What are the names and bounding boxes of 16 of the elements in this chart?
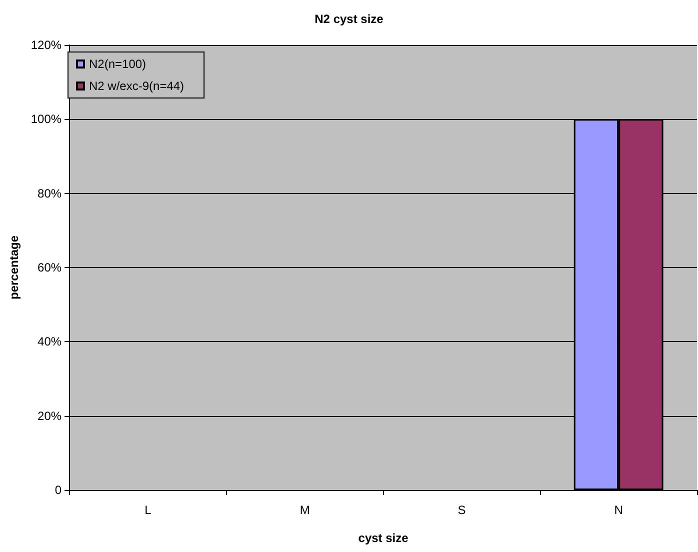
y-tick-label: 20% bbox=[38, 408, 62, 423]
x-tick-label: L bbox=[144, 503, 152, 517]
y-tick-label: 100% bbox=[30, 112, 62, 126]
y-axis-title: percentage bbox=[7, 235, 21, 300]
x-tick-label: N bbox=[614, 503, 623, 517]
y-tick-label: 60% bbox=[38, 260, 62, 274]
legend-label: N2 w/exc-9(n=44) bbox=[89, 79, 184, 93]
x-axis-title: cyst size bbox=[358, 531, 409, 545]
legend-label: N2(n=100) bbox=[89, 57, 146, 71]
y-tick-label: 120% bbox=[30, 38, 62, 52]
x-tick-label: S bbox=[458, 503, 466, 517]
y-tick-label: 0 bbox=[54, 483, 62, 497]
y-tick-label: 80% bbox=[38, 186, 62, 200]
x-tick-label: M bbox=[300, 503, 310, 517]
y-tick-label: 40% bbox=[38, 334, 62, 349]
chart-title: N2 cyst size bbox=[314, 12, 384, 26]
